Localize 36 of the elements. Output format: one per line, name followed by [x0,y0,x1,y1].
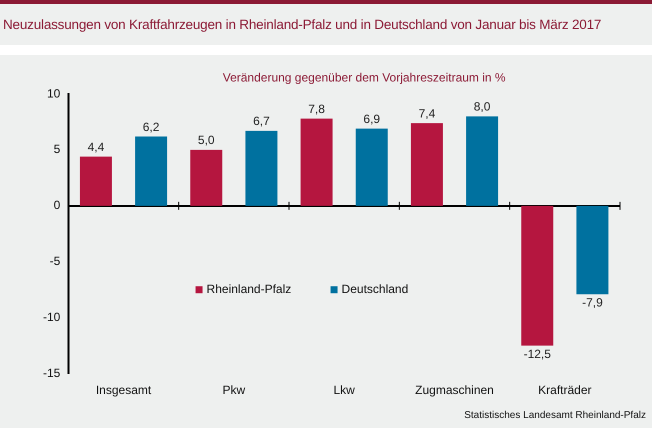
data-label: -12,5 [524,346,552,361]
x-tick-label: Zugmaschinen [415,383,494,398]
chart-subtitle: Veränderung gegenüber dem Vorjahreszeitraum in % [222,70,506,84]
legend-label: Rheinland-Pfalz [206,282,292,296]
data-label: 4,4 [88,140,105,154]
bar [300,118,333,206]
y-tick-label: -5 [50,254,61,268]
y-tick-label: 10 [46,86,61,100]
x-tick-label: Lkw [334,383,356,398]
data-label: 5,0 [198,133,215,148]
bar [521,206,554,346]
bar [135,136,168,206]
data-label: 6,7 [253,114,270,128]
data-label: 8,0 [474,100,491,114]
chart-title: Neuzulassungen von Kraftfahrzeugen in Rheinland-Pfalz und in Deutschland von Januar bis März 2017 [0,4,652,45]
x-tick-label: Pkw [222,383,246,398]
data-label: 6,9 [363,112,380,126]
bar [466,116,498,206]
data-label: 7,8 [308,102,326,116]
bar [190,150,222,206]
legend-label: Deutschland [342,282,408,296]
text: Statistisches Landesamt Rheinland-Pfalz [464,410,646,421]
y-tick-label: -15 [43,366,61,380]
bar [410,123,443,206]
y-tick-label: 0 [54,198,61,212]
y-tick-label: 5 [54,142,61,156]
x-tick-label: Insgesamt [96,383,152,398]
data-label: 7,4 [418,106,436,120]
y-tick-label: -10 [43,310,61,324]
bar [245,130,278,206]
bar [80,156,112,206]
bar [576,206,608,294]
data-label: 6,2 [142,120,160,134]
bar [356,128,388,206]
data-label: -7,9 [582,296,604,310]
x-tick-label: Krafträder [538,383,592,398]
